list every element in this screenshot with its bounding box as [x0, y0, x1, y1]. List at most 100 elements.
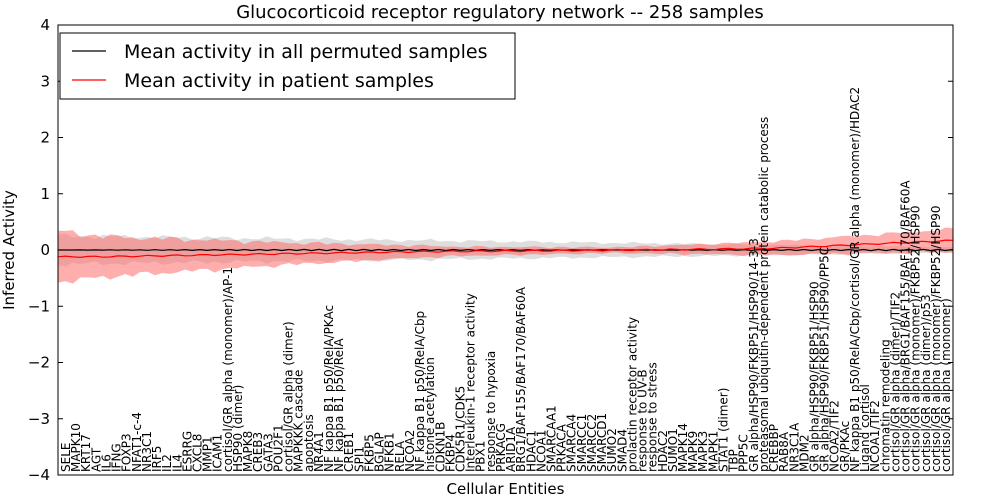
entity-label: CXCL8: [191, 434, 205, 472]
entity-label: GR alpha/HSP90/FKBP51/HSP90: [808, 281, 822, 472]
entity-label: histone acetylation: [423, 357, 437, 472]
entity-label: GATA3: [261, 433, 275, 472]
entity-label: NFAT1-c-4: [130, 412, 144, 472]
entity-label: SMARCA4: [565, 414, 579, 472]
entity-label: NF kappa B1 p50/RelA/Cbp: [413, 311, 427, 472]
entity-label: MAPK14: [676, 423, 690, 472]
entity-label: GR alpha/HSP90/FKBP51/HSP90/14-3-3: [747, 238, 761, 472]
y-tick-label: −3: [28, 410, 50, 428]
entity-label: response to hypoxia: [484, 351, 498, 472]
entity-label: ESRRG: [180, 431, 194, 472]
entity-label: NR3C1A: [787, 422, 801, 472]
entity-label: PRKACA: [555, 423, 569, 472]
entity-label: apoptosis: [302, 414, 316, 472]
entity-label: response to UV-B: [636, 369, 650, 472]
entity-label: IL2: [160, 454, 174, 472]
entity-label: CREBBP: [767, 424, 781, 472]
entity-label: MAPK10: [69, 423, 83, 472]
entity-label: proteasomal ubiquitin-dependent protein …: [757, 117, 771, 472]
entity-label: SPI1: [352, 446, 366, 472]
entity-label: FKBP4: [443, 434, 457, 472]
entity-label: SMARCC2: [585, 414, 599, 472]
entity-label: PBX1: [474, 441, 488, 472]
y-tick-label: −1: [28, 297, 50, 315]
entity-label: KRT17: [79, 434, 93, 472]
y-tick-label: 3: [40, 72, 50, 90]
entity-label: CREB1: [342, 432, 356, 472]
entity-label: POU2F1: [271, 424, 285, 472]
entity-label: Ligand cortisol: [858, 384, 872, 472]
entity-label: response to stress: [646, 362, 660, 472]
entity-label: ARID1A: [504, 426, 518, 472]
entity-label: NCOA1/TIF2: [868, 400, 882, 472]
entity-label: SMARCD1: [595, 413, 609, 472]
entity-label: TBP: [727, 449, 741, 473]
entity-label: NR4A1: [312, 431, 326, 472]
entity-label: NCOA1: [534, 430, 548, 472]
entity-label: BGLAP: [373, 432, 387, 472]
entity-label: NCOA2: [403, 430, 417, 472]
entity-label: chromatin remodeling: [878, 339, 892, 472]
entity-label: FKBP5: [362, 434, 376, 472]
y-tick-label: 2: [40, 129, 50, 147]
y-ticks-layer: −4 −3 −2 −1 0 1 2 3 4: [28, 16, 953, 484]
entity-label: HSP90 (dimer): [231, 385, 245, 472]
entity-label: cortisol/GR alpha (dimer)/p53: [919, 294, 933, 472]
entity-label: MAPK8: [241, 431, 255, 472]
entity-label: NCOA2/TIF2: [828, 400, 842, 472]
entity-label: GR/PKAc: [838, 421, 852, 472]
entity-label: cortisol/GR alpha (monomer): [939, 298, 953, 472]
legend-label-permuted: Mean activity in all permuted samples: [124, 41, 487, 63]
y-tick-label: 4: [40, 16, 50, 34]
y-tick-label: −4: [28, 466, 50, 484]
entity-label: PRKACG: [494, 423, 508, 472]
entity-label: GR alpha/HSP90/FKBP51/HSP90/PP5C: [818, 247, 832, 472]
entity-label: MAPK3: [696, 431, 710, 472]
entity-label: SMARCAA1: [545, 405, 559, 472]
entity-label: IFNG: [110, 443, 124, 472]
entity-label: NF kappa B1 p50/RelA: [332, 338, 346, 472]
legend-label-patient: Mean activity in patient samples: [124, 70, 434, 92]
legend: Mean activity in all permuted samples Me…: [59, 32, 516, 100]
entity-label: SMAD4: [615, 429, 629, 472]
entity-label: MMP1: [201, 436, 215, 472]
legend-box: [59, 32, 516, 100]
entity-label: ICAM1: [211, 434, 225, 472]
entity-label: HDAC1: [524, 430, 538, 472]
entity-label: cortisol/GR alpha (dimer): [282, 321, 296, 472]
entity-label: cortisol/GR alpha (monomer)/AP-1: [221, 267, 235, 472]
entity-label: cortisol/GR alpha/BRG1/BAF155/BAF170/BAF…: [899, 180, 913, 472]
entity-label: RELA: [393, 440, 407, 472]
entity-label: IL4: [170, 454, 184, 472]
entity-label: IL6: [100, 454, 114, 472]
entity-label: CREB3: [251, 432, 265, 472]
entity-labels-layer: SELEMAPK10KRT17AGTIL6IFNGFOXP3NFAT1-c-4N…: [59, 87, 953, 473]
y-tick-label: 0: [40, 241, 50, 259]
x-axis-label: Cellular Entities: [447, 480, 565, 498]
entity-label: NF kappa B1 p50/RelA/PKAc: [322, 305, 336, 472]
entity-label: NR3C1: [140, 431, 154, 472]
patient-mean-line: [57, 239, 954, 259]
entity-label: BRG1/BAF155/BAF170/BAF60A: [514, 286, 528, 472]
y-tick-label: −2: [28, 354, 50, 372]
entity-label: HDAC2: [656, 430, 670, 472]
entity-label: SMARCC1: [575, 414, 589, 472]
entity-label: AGT: [89, 447, 103, 472]
entity-label: cortisol/GR alpha (monomer)/FKBP52/HSP90: [909, 205, 923, 472]
entity-label: MAPKKK cascade: [292, 370, 306, 472]
entity-label: cortisol/GR alpha (monomer)/FKBP52/HSP90: [929, 205, 943, 472]
y-tick-label: 1: [40, 185, 50, 203]
entity-label: FOXP3: [120, 433, 134, 472]
entity-label: MAPK1: [706, 431, 720, 472]
entity-label: CDKN1B: [433, 422, 447, 472]
entity-label: cortisol/GR alpha (dimer)/TIF2: [888, 292, 902, 472]
entity-label: SELE: [59, 443, 73, 472]
entity-label: SUMO2: [605, 428, 619, 472]
chart-title: Glucocorticoid receptor regulatory netwo…: [236, 2, 764, 23]
entity-label: prolactin receptor activity: [625, 317, 639, 472]
entity-label: NFKB1: [383, 432, 397, 472]
entity-label: NF kappa B1 p50/RelA/Cbp/cortisol/GR alp…: [848, 87, 862, 472]
entity-label: RAB8A: [777, 431, 791, 472]
entity-label: PPP5C: [737, 434, 751, 472]
entity-label: IRF5: [150, 446, 164, 472]
